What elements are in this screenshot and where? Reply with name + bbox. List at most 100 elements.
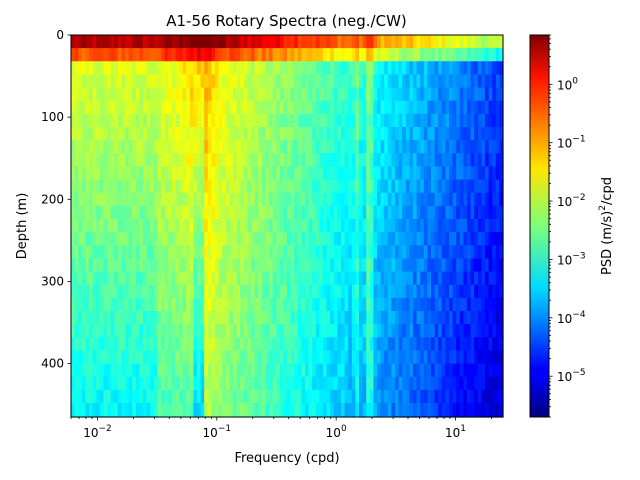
heatmap-cell — [215, 153, 220, 168]
heatmap-cell — [107, 87, 112, 102]
heatmap-cell — [258, 74, 263, 89]
heatmap-cell — [319, 113, 324, 128]
heatmap-cell — [186, 205, 191, 220]
heatmap-cell — [143, 219, 148, 233]
heatmap-cell — [449, 35, 454, 49]
heatmap-cell — [351, 166, 356, 181]
heatmap-cell — [398, 153, 403, 168]
heatmap-cell — [121, 403, 126, 417]
heatmap-cell — [229, 35, 234, 49]
heatmap-cell — [276, 350, 281, 365]
heatmap-cell — [452, 271, 457, 286]
heatmap-cell — [416, 127, 421, 141]
heatmap-cell — [477, 205, 482, 220]
heatmap-cell — [445, 376, 450, 391]
heatmap-cell — [377, 297, 382, 312]
heatmap-cell — [157, 100, 162, 115]
heatmap-cell — [218, 100, 223, 115]
heatmap-cell — [294, 153, 299, 168]
heatmap-cell — [92, 192, 97, 207]
heatmap-cell — [452, 324, 457, 338]
heatmap-cell — [344, 337, 349, 352]
heatmap-cell — [114, 166, 119, 181]
heatmap-cell — [373, 245, 378, 260]
heatmap-cell — [110, 337, 115, 352]
heatmap-cell — [107, 35, 112, 49]
heatmap-cell — [146, 205, 151, 220]
heatmap-cell — [279, 140, 284, 154]
heatmap-cell — [294, 245, 299, 260]
heatmap-cell — [294, 205, 299, 220]
heatmap-cell — [312, 363, 317, 378]
heatmap-cell — [456, 205, 461, 220]
heatmap-cell — [387, 363, 392, 378]
heatmap-cell — [143, 311, 148, 325]
heatmap-cell — [128, 311, 133, 325]
colorbar-tick-label: 10−3 — [557, 251, 586, 267]
heatmap-cell — [283, 61, 288, 76]
heatmap-cell — [380, 389, 385, 404]
heatmap-cell — [380, 48, 385, 62]
heatmap-cell — [132, 363, 137, 378]
heatmap-cell — [315, 87, 320, 102]
heatmap-cell — [204, 363, 209, 378]
heatmap-cell — [326, 232, 331, 246]
heatmap-cell — [168, 192, 173, 207]
heatmap-cell — [251, 284, 256, 299]
heatmap-cell — [125, 389, 130, 404]
heatmap-cell — [265, 245, 270, 260]
heatmap-cell — [477, 87, 482, 102]
heatmap-cell — [168, 350, 173, 365]
heatmap-cell — [92, 297, 97, 312]
heatmap-cell — [283, 153, 288, 168]
heatmap-cell — [233, 100, 238, 115]
heatmap-cell — [143, 403, 148, 417]
heatmap-cell — [348, 258, 353, 273]
heatmap-cell — [139, 219, 144, 233]
heatmap-cell — [71, 271, 76, 286]
heatmap-cell — [218, 389, 223, 404]
heatmap-cell — [132, 297, 137, 312]
heatmap-cell — [135, 219, 140, 233]
heatmap-cell — [71, 258, 76, 273]
heatmap-cell — [276, 363, 281, 378]
heatmap-cell — [110, 271, 115, 286]
heatmap-cell — [434, 153, 439, 168]
heatmap-cell — [161, 403, 166, 417]
heatmap-cell — [308, 324, 313, 338]
heatmap-cell — [391, 311, 396, 325]
heatmap-cell — [240, 245, 245, 260]
heatmap-cell — [333, 153, 338, 168]
heatmap-cell — [81, 140, 86, 154]
heatmap-cell — [427, 376, 432, 391]
heatmap-cell — [225, 271, 230, 286]
heatmap-cell — [150, 258, 155, 273]
heatmap-cell — [467, 363, 472, 378]
heatmap-cell — [499, 324, 504, 338]
heatmap-cell — [78, 35, 83, 49]
heatmap-cell — [92, 403, 97, 417]
heatmap-cell — [441, 219, 446, 233]
heatmap-cell — [114, 87, 119, 102]
heatmap-cell — [92, 311, 97, 325]
heatmap-cell — [492, 311, 497, 325]
heatmap-cell — [150, 232, 155, 246]
heatmap-cell — [135, 140, 140, 154]
heatmap-cell — [153, 311, 158, 325]
heatmap-cell — [441, 245, 446, 260]
heatmap-cell — [114, 113, 119, 128]
heatmap-cell — [139, 271, 144, 286]
heatmap-cell — [247, 127, 252, 141]
heatmap-cell — [481, 100, 486, 115]
heatmap-cell — [193, 389, 198, 404]
heatmap-cell — [81, 74, 86, 89]
heatmap-cell — [200, 350, 205, 365]
heatmap-cell — [229, 337, 234, 352]
heatmap-cell — [355, 350, 360, 365]
heatmap-cell — [81, 376, 86, 391]
heatmap-cell — [413, 232, 418, 246]
heatmap-cell — [326, 179, 331, 194]
heatmap-cell — [243, 337, 248, 352]
heatmap-cell — [193, 258, 198, 273]
colorbar-label-suffix: /cpd — [600, 177, 615, 205]
